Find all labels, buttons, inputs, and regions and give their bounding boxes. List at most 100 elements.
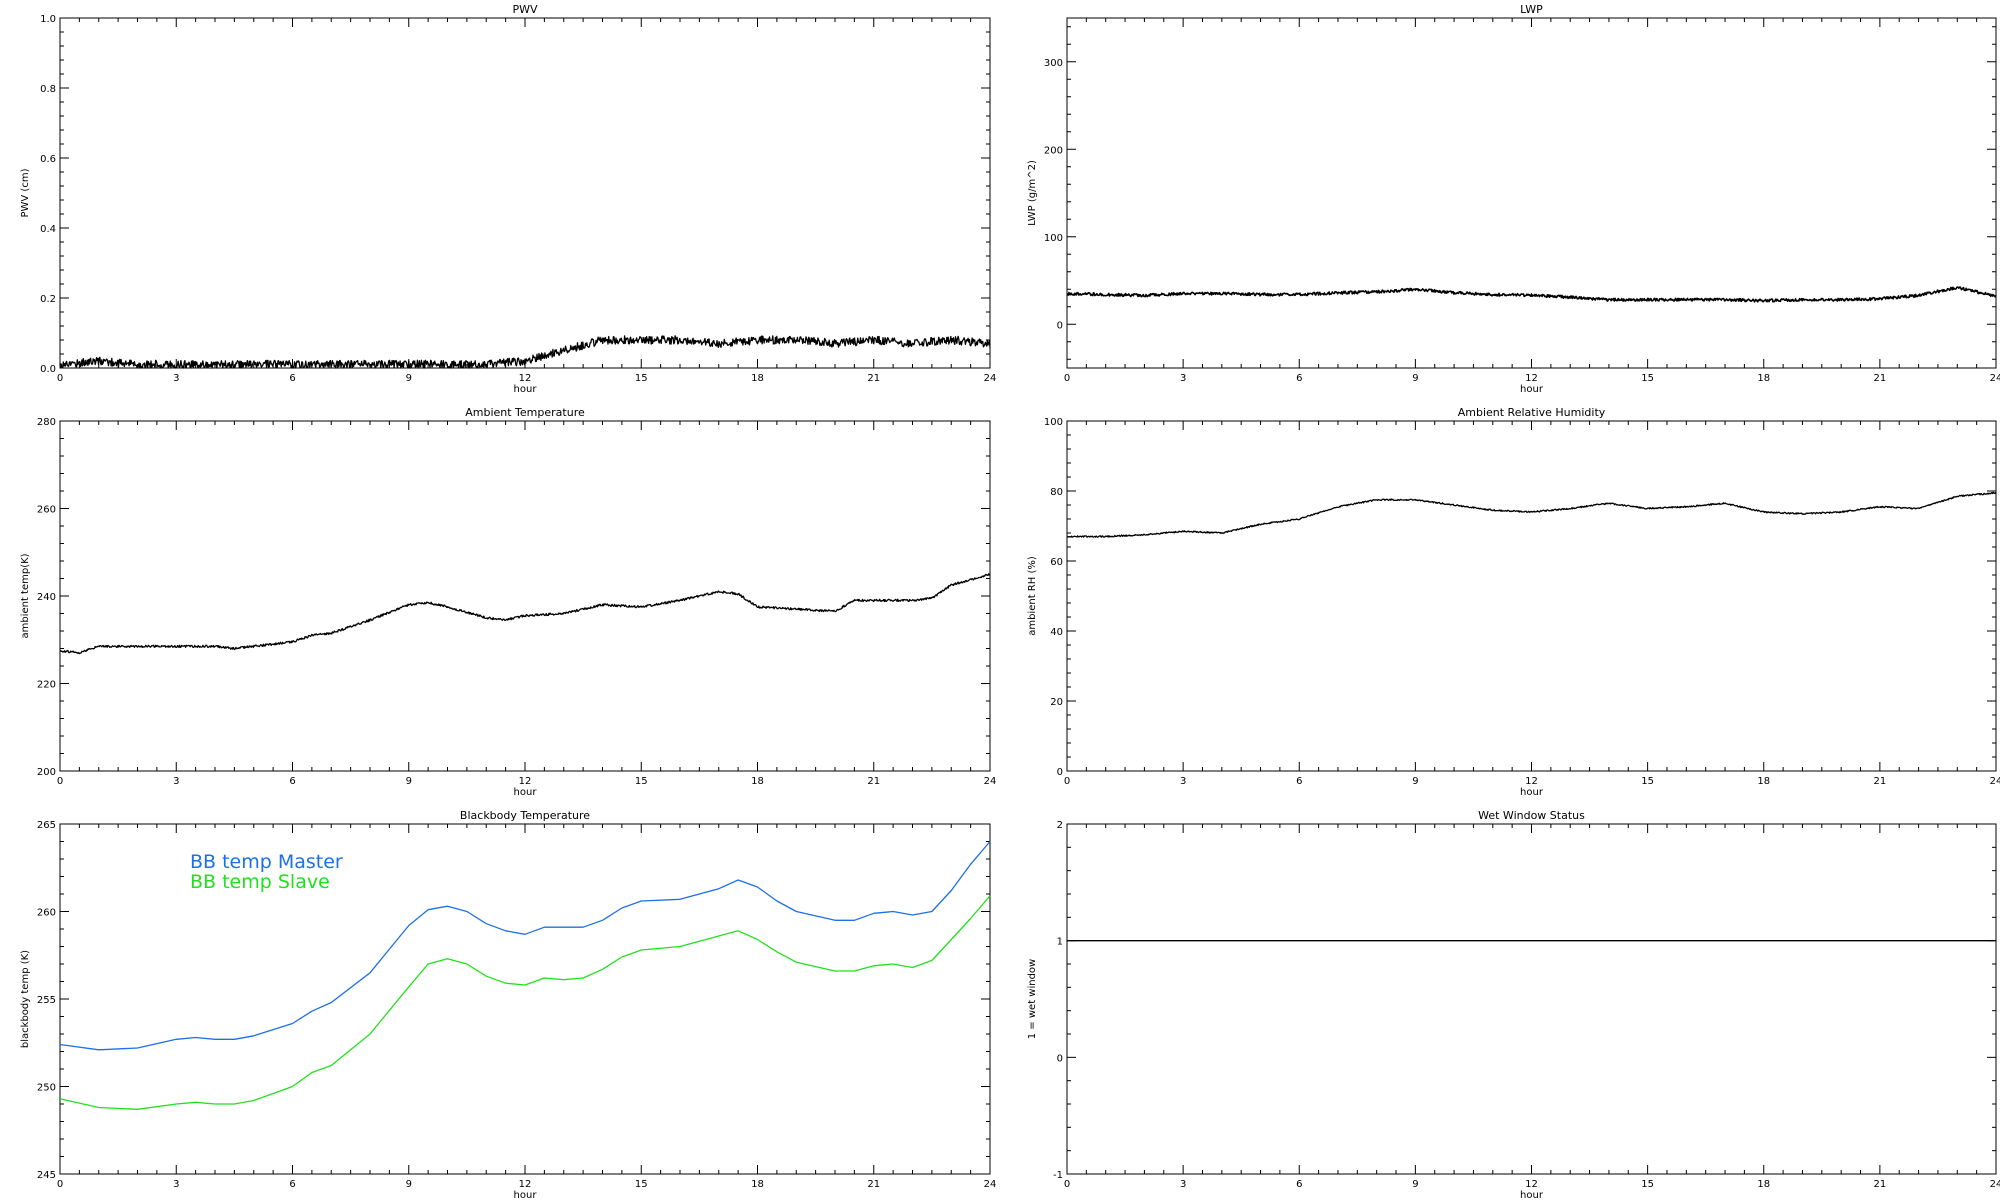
chart-ambient-temperature: Ambient Temperature 0 3 6 9 12 15 18 21 24 hour 200… — [20, 406, 996, 798]
y-tick-label: 60 — [1050, 557, 1063, 568]
x-tick-label: 3 — [1180, 373, 1186, 384]
x-tick-label: 3 — [173, 776, 179, 787]
x-tick-label: 21 — [867, 373, 880, 384]
x-tick-label: 24 — [984, 1179, 997, 1190]
x-tick-label: 0 — [1064, 776, 1070, 787]
y-tick-label: -1 — [1053, 1170, 1063, 1181]
y-tick-label: 0 — [1057, 320, 1063, 331]
y-axis-label: ambient RH (%) — [1027, 556, 1038, 636]
y-tick-label: 0 — [1057, 1053, 1063, 1064]
y-tick-label: 0.0 — [40, 364, 56, 375]
x-tick-label: 24 — [1990, 373, 2000, 384]
y-tick-label: 280 — [37, 417, 56, 428]
x-axis-label: hour — [514, 384, 538, 395]
y-tick-label: 0.6 — [40, 154, 56, 165]
chart-title: LWP — [1520, 3, 1543, 16]
plot-frame — [1066, 823, 1997, 1175]
y-axis-label: PWV (cm) — [20, 168, 31, 217]
series-line — [59, 335, 991, 369]
x-tick-label: 6 — [1296, 373, 1302, 384]
plot-frame — [59, 17, 991, 369]
plot-frame — [1066, 17, 1997, 369]
x-axis-label: hour — [1520, 787, 1544, 798]
y-tick-label: 0.2 — [40, 294, 56, 305]
chart-title: Ambient Relative Humidity — [1458, 406, 1606, 419]
y-tick-label: 240 — [37, 592, 56, 603]
x-tick-label: 9 — [1412, 373, 1418, 384]
x-tick-label: 15 — [635, 776, 648, 787]
y-tick-label: 255 — [37, 995, 56, 1006]
y-axis-label: ambient temp(K) — [20, 553, 31, 638]
y-tick-label: 0.4 — [40, 224, 56, 235]
x-tick-label: 3 — [173, 1179, 179, 1190]
x-tick-label: 12 — [1525, 1179, 1538, 1190]
y-tick-label: 20 — [1050, 697, 1063, 708]
x-tick-label: 12 — [1525, 373, 1538, 384]
legend-entry: BB temp Slave — [190, 871, 330, 893]
x-tick-label: 9 — [406, 373, 412, 384]
series-line — [59, 841, 991, 1051]
x-tick-label: 6 — [1296, 1179, 1302, 1190]
y-axis-label: LWP (g/m^2) — [1027, 160, 1038, 226]
y-tick-label: 250 — [37, 1083, 56, 1094]
plot-frame — [59, 420, 991, 772]
x-tick-label: 18 — [751, 776, 764, 787]
y-tick-label: 245 — [37, 1170, 56, 1181]
chart-blackbody-temperature: Blackbody Temperature 0 3 6 9 12 15 18 21 24 hour 2… — [20, 809, 996, 1200]
x-tick-label: 24 — [1990, 776, 2000, 787]
y-tick-label: 220 — [37, 680, 56, 691]
x-tick-label: 21 — [1874, 1179, 1887, 1190]
y-tick-label: 1.0 — [40, 14, 56, 25]
chart-title: PWV — [512, 3, 538, 16]
series-line — [1066, 491, 1997, 538]
y-tick-label: 0.8 — [40, 84, 56, 95]
legend-entry: BB temp Master — [190, 851, 343, 873]
x-tick-label: 0 — [57, 776, 63, 787]
y-tick-label: 100 — [1044, 233, 1063, 244]
x-tick-label: 3 — [173, 373, 179, 384]
x-tick-label: 12 — [1525, 776, 1538, 787]
x-axis-label: hour — [514, 1190, 538, 1200]
x-tick-label: 18 — [1757, 776, 1770, 787]
chart-title: Blackbody Temperature — [460, 809, 590, 822]
y-tick-label: 200 — [37, 767, 56, 778]
chart-ambient-relative-humidity: Ambient Relative Humidity 0 3 6 9 12 15 18 21 24 h… — [1027, 406, 2000, 798]
plot-frame — [1066, 420, 1997, 772]
x-tick-label: 12 — [519, 373, 532, 384]
x-tick-label: 21 — [1874, 776, 1887, 787]
x-tick-label: 15 — [1641, 1179, 1654, 1190]
x-tick-label: 15 — [1641, 373, 1654, 384]
x-axis-label: hour — [514, 787, 538, 798]
x-tick-label: 6 — [289, 776, 295, 787]
x-tick-label: 3 — [1180, 1179, 1186, 1190]
x-tick-label: 18 — [751, 1179, 764, 1190]
y-tick-label: 100 — [1044, 417, 1063, 428]
x-tick-label: 12 — [519, 776, 532, 787]
y-axis-label: blackbody temp (K) — [20, 950, 31, 1048]
series-line — [59, 895, 991, 1110]
x-tick-label: 15 — [1641, 776, 1654, 787]
chart-lwp: LWP 0 3 6 9 12 15 18 21 24 hour 0 100 200 300 LWP (g/m^… — [1027, 3, 2000, 395]
chart-pwv: PWV 0 3 6 9 12 15 18 21 24 hour 0.0 0.2 0.4 0.6 0.8 1.0 P… — [20, 3, 996, 395]
x-tick-label: 21 — [1874, 373, 1887, 384]
series-line — [1066, 286, 1997, 303]
x-tick-label: 15 — [635, 373, 648, 384]
y-tick-label: 200 — [1044, 145, 1063, 156]
chart-title: Wet Window Status — [1478, 809, 1585, 822]
x-tick-label: 9 — [406, 1179, 412, 1190]
y-tick-label: 40 — [1050, 627, 1063, 638]
y-axis-label: 1 = wet window — [1027, 959, 1038, 1039]
x-tick-label: 18 — [1757, 373, 1770, 384]
x-tick-label: 15 — [635, 1179, 648, 1190]
x-tick-label: 24 — [984, 373, 997, 384]
x-tick-label: 6 — [1296, 776, 1302, 787]
x-tick-label: 3 — [1180, 776, 1186, 787]
series-line — [59, 573, 991, 655]
y-tick-label: 260 — [37, 908, 56, 919]
y-tick-label: 1 — [1057, 937, 1063, 948]
x-tick-label: 0 — [1064, 373, 1070, 384]
x-tick-label: 21 — [867, 1179, 880, 1190]
x-tick-label: 18 — [1757, 1179, 1770, 1190]
